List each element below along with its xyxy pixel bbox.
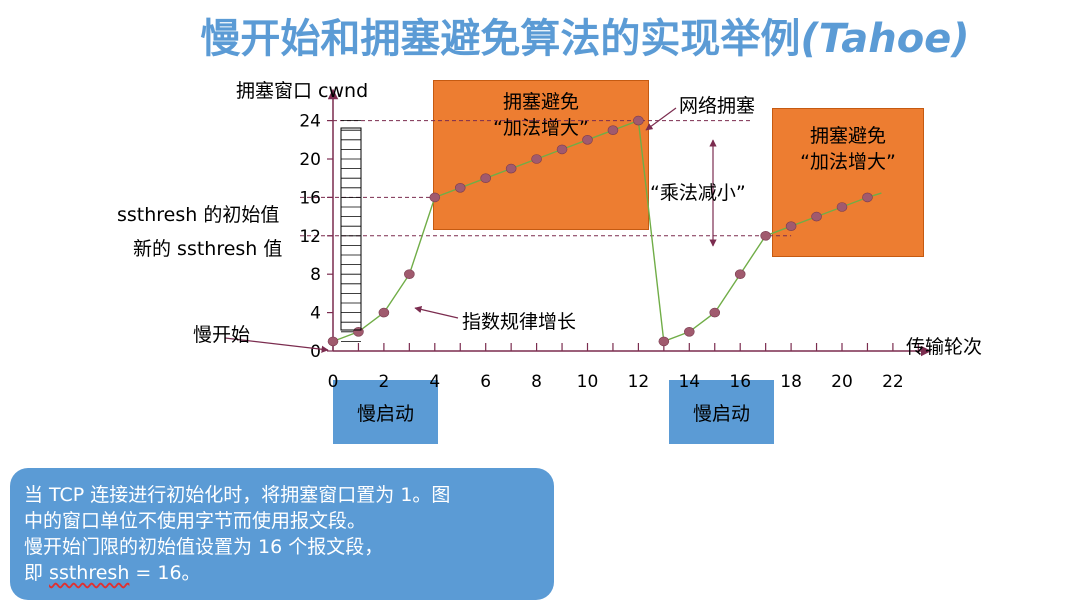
y-tick-label-4: 4 bbox=[310, 304, 321, 324]
data-point-2 bbox=[378, 307, 390, 318]
multiplicative-label: “乘法减小” bbox=[650, 182, 746, 204]
y-tick-label-12: 12 bbox=[299, 227, 321, 247]
x-tick-label-16: 16 bbox=[729, 372, 751, 392]
note-line-4-prefix: 即 bbox=[24, 562, 50, 584]
data-point-19 bbox=[811, 211, 822, 222]
data-point-12 bbox=[633, 115, 644, 126]
exponential-label: 指数规律增长 bbox=[462, 311, 577, 333]
slow-start-label: 慢开始 bbox=[193, 324, 251, 346]
slow-start-arrow bbox=[224, 337, 329, 353]
ca1-line1: 拥塞避免 bbox=[502, 91, 579, 113]
note-line-4: 即 ssthresh = 16。 bbox=[24, 560, 540, 586]
note-line-4-suffix: = 16。 bbox=[129, 562, 201, 584]
x-tick-label-18: 18 bbox=[780, 372, 802, 392]
ss2-label: 慢启动 bbox=[692, 402, 750, 425]
x-tick-label-22: 22 bbox=[882, 372, 904, 392]
note-line-2: 中的窗口单位不使用字节而使用报文段。 bbox=[24, 510, 367, 532]
data-point-1 bbox=[353, 326, 364, 337]
title-main: 慢开始和拥塞避免算法的实现举例 bbox=[200, 16, 801, 62]
data-point-9 bbox=[556, 144, 568, 155]
slow-start-box-2: 慢启动 bbox=[669, 380, 774, 444]
data-point-15 bbox=[709, 307, 721, 318]
ssthresh-guides bbox=[300, 120, 792, 237]
congestion-label: 网络拥塞 bbox=[679, 95, 756, 117]
data-points bbox=[327, 115, 873, 347]
y-tick-label-16: 16 bbox=[299, 188, 321, 208]
data-point-3 bbox=[404, 269, 415, 280]
note-ssthresh-word: ssthresh bbox=[49, 562, 130, 584]
congestion-avoidance-box-2: 拥塞避免 “加法增大” bbox=[772, 108, 924, 257]
y-tick-label-24: 24 bbox=[299, 112, 321, 132]
data-point-4 bbox=[429, 192, 441, 203]
data-point-18 bbox=[785, 221, 797, 231]
data-point-7 bbox=[505, 163, 517, 174]
x-tick-label-0: 0 bbox=[328, 372, 339, 392]
x-tick-label-8: 8 bbox=[531, 372, 542, 392]
data-point-8 bbox=[531, 154, 542, 164]
explanation-note: 当 TCP 连接进行初始化时，将拥塞窗口置为 1。图 中的窗口单位不使用字节而使… bbox=[10, 468, 554, 600]
x-tick-label-4: 4 bbox=[429, 372, 440, 392]
ssthresh-new-label: 新的 ssthresh 值 bbox=[133, 238, 283, 260]
x-tick-label-12: 12 bbox=[628, 372, 650, 392]
page-title: 慢开始和拥塞避免算法的实现举例(Tahoe) bbox=[0, 6, 1070, 64]
ssthresh-initial-label: ssthresh 的初始值 bbox=[117, 204, 280, 226]
title-latin: (Tahoe) bbox=[800, 16, 970, 62]
data-point-16 bbox=[734, 269, 746, 280]
exponential-arrow bbox=[414, 305, 459, 319]
data-point-21 bbox=[862, 192, 873, 203]
data-point-0 bbox=[327, 336, 339, 347]
y-tick-label-0: 0 bbox=[310, 342, 321, 362]
x-tick-label-20: 20 bbox=[831, 372, 853, 392]
axes bbox=[327, 88, 932, 357]
y-axis-label: 拥塞窗口 cwnd bbox=[236, 80, 369, 102]
slow-start-box-1: 慢启动 bbox=[333, 380, 438, 444]
data-point-11 bbox=[607, 125, 619, 135]
x-tick-label-10: 10 bbox=[577, 372, 599, 392]
data-point-6 bbox=[480, 173, 492, 183]
data-point-14 bbox=[683, 326, 695, 337]
data-point-13 bbox=[658, 336, 670, 347]
x-tick-label-6: 6 bbox=[480, 372, 491, 392]
data-point-10 bbox=[582, 135, 593, 145]
ticks-column-frame bbox=[340, 127, 362, 331]
ca2-line1: 拥塞避免 bbox=[809, 125, 886, 147]
x-axis-label: 传输轮次 bbox=[906, 336, 983, 358]
ca1-line2: “加法增大” bbox=[493, 117, 589, 139]
x-tick-label-14: 14 bbox=[678, 372, 700, 392]
note-line-1: 当 TCP 连接进行初始化时，将拥塞窗口置为 1。图 bbox=[24, 484, 451, 506]
y-tick-label-20: 20 bbox=[299, 150, 321, 170]
data-point-17 bbox=[760, 231, 771, 241]
x-tick-label-2: 2 bbox=[378, 372, 389, 392]
data-point-20 bbox=[836, 202, 848, 212]
data-point-5 bbox=[454, 183, 466, 193]
ca2-line2: “加法增大” bbox=[800, 151, 896, 173]
y-tick-label-8: 8 bbox=[310, 265, 321, 285]
note-line-3: 慢开始门限的初始值设置为 16 个报文段， bbox=[24, 536, 384, 558]
congestion-arrow bbox=[645, 107, 677, 131]
ss1-label: 慢启动 bbox=[356, 402, 414, 425]
congestion-avoidance-box-1: 拥塞避免 “加法增大” bbox=[433, 80, 649, 230]
